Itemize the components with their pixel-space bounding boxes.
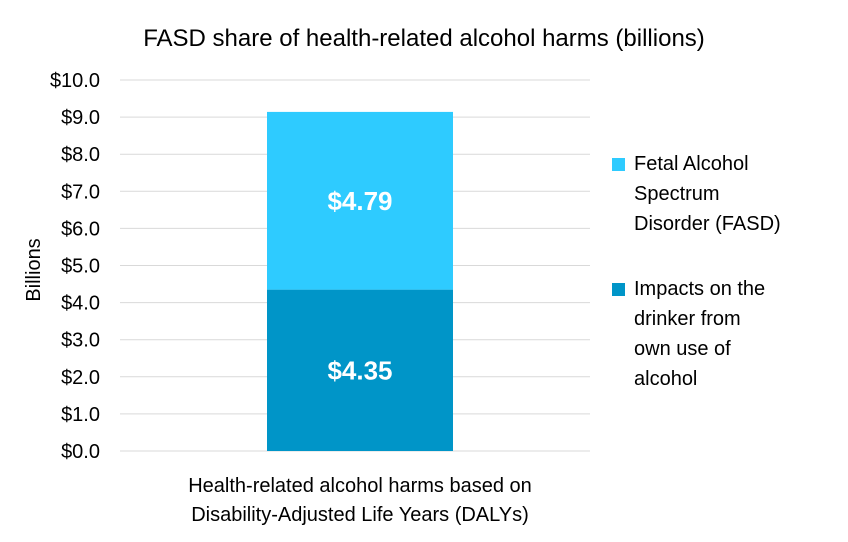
legend-label: Fetal Alcohol	[634, 153, 749, 175]
bar-segment	[267, 289, 453, 451]
y-tick-label: $4.0	[61, 293, 100, 315]
legend-label: Impacts on the	[634, 278, 765, 300]
y-tick-label: $1.0	[61, 404, 100, 426]
y-tick-label: $6.0	[61, 218, 100, 240]
x-category-label: Health-related alcohol harms based on	[188, 475, 532, 497]
legend-label: own use of	[634, 338, 731, 360]
y-tick-label: $2.0	[61, 367, 100, 389]
data-labels: $4.35 $4.79	[327, 186, 392, 386]
y-tick-label: $8.0	[61, 144, 100, 166]
y-axis-ticks: $0.0 $1.0 $2.0 $3.0 $4.0 $5.0 $6.0 $7.0 $8.0 $9.0…	[50, 70, 100, 463]
y-axis-label: Billions	[23, 238, 45, 301]
y-tick-label: $0.0	[61, 441, 100, 463]
legend-swatch	[612, 283, 625, 296]
x-axis-category-labels: Health-related alcohol harms based on Dis…	[188, 475, 532, 526]
x-category-label: Disability-Adjusted Life Years (DALYs)	[191, 504, 529, 526]
y-tick-label: $10.0	[50, 70, 100, 92]
legend-label: Spectrum	[634, 183, 720, 205]
y-tick-label: $7.0	[61, 181, 100, 203]
chart-title: FASD share of health-related alcohol har…	[143, 25, 705, 52]
y-tick-label: $5.0	[61, 256, 100, 278]
legend-label: alcohol	[634, 368, 697, 390]
legend-label: drinker from	[634, 308, 741, 330]
legend-swatch	[612, 158, 625, 171]
legend: Fetal Alcohol Spectrum Disorder (FASD) Impa…	[612, 153, 781, 390]
bar-segment	[267, 111, 453, 290]
bar-data-label: $4.79	[327, 186, 392, 216]
legend-label: Disorder (FASD)	[634, 213, 781, 235]
y-tick-label: $9.0	[61, 107, 100, 129]
y-tick-label: $3.0	[61, 330, 100, 352]
bars	[267, 111, 453, 451]
bar-data-label: $4.35	[327, 355, 392, 385]
